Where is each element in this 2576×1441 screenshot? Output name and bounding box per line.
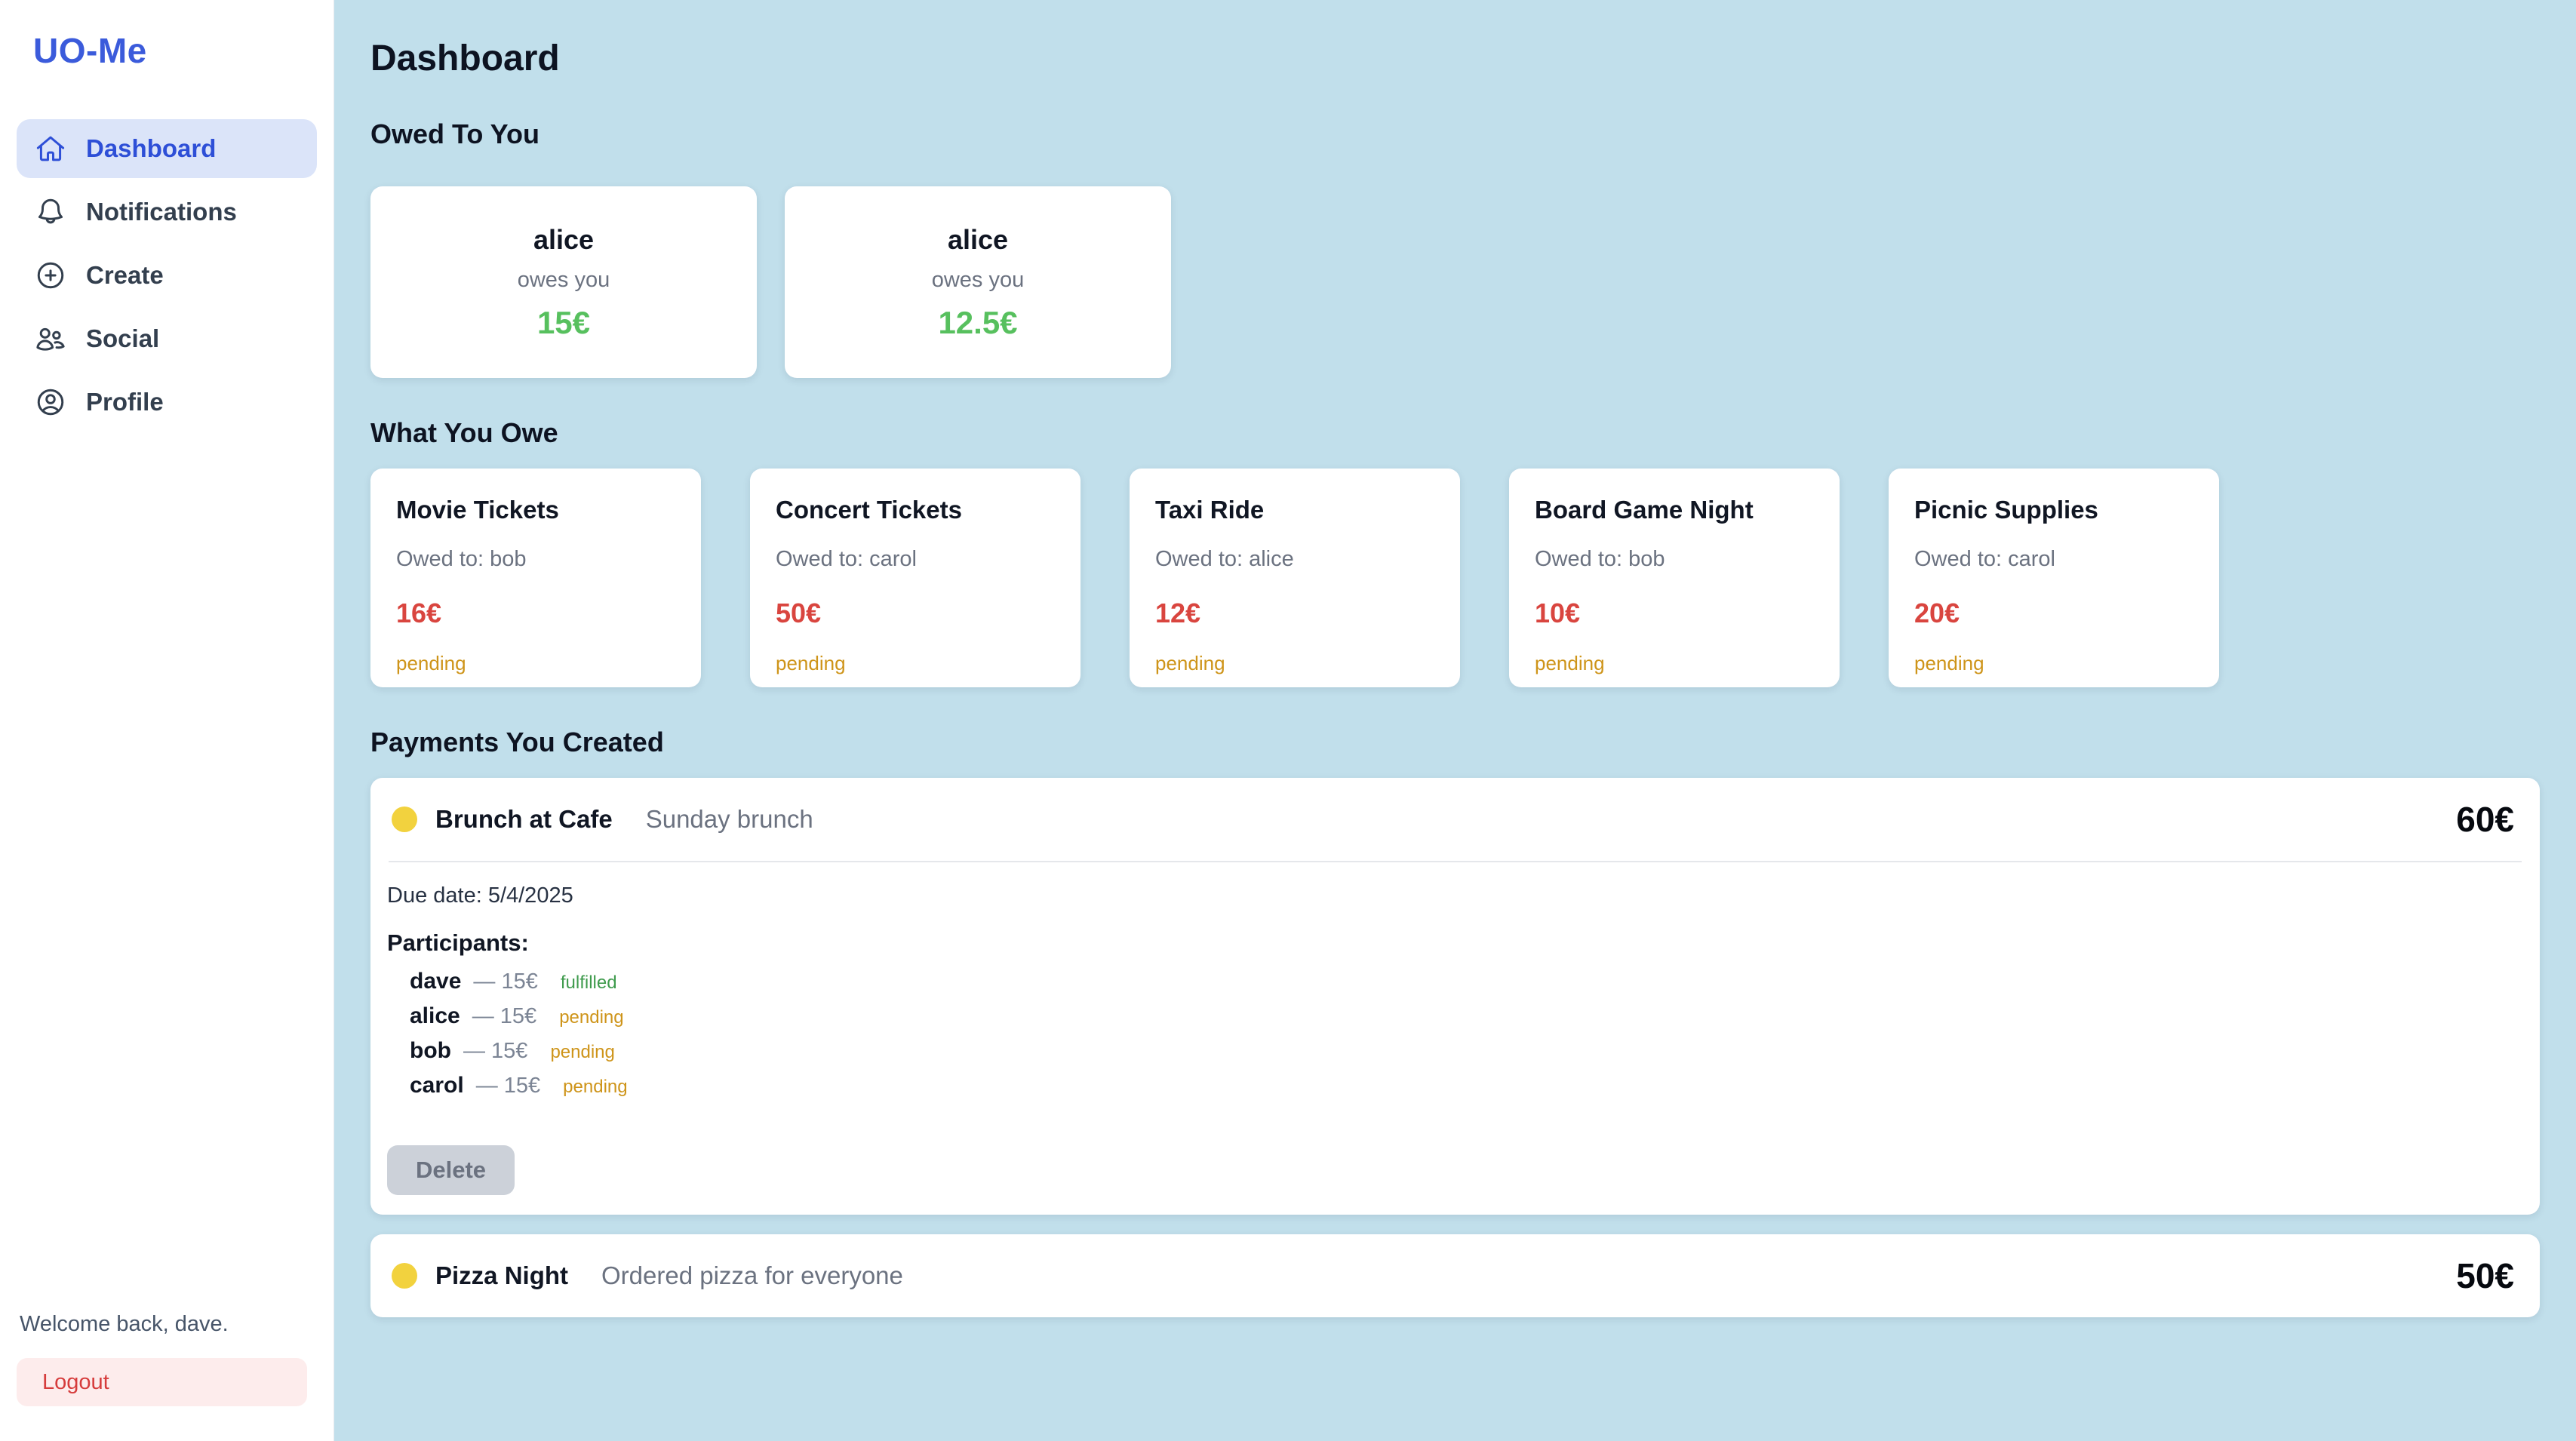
divider [389,861,2522,862]
credit-card: alice owes you 15€ [370,186,757,378]
users-icon [35,323,66,355]
app-logo: UO-Me [33,31,147,70]
credit-card: alice owes you 12.5€ [785,186,1171,378]
payment-amount: 60€ [2456,800,2514,839]
owe-amount: 10€ [1535,598,1581,628]
participant-row: bob — 15€ pending [410,1038,2522,1064]
sidebar-item-notifications[interactable]: Notifications [17,183,317,241]
sidebar-footer: Welcome back, dave. Logout [17,1312,317,1406]
participant-share: — 15€ [463,1039,528,1063]
sidebar-item-dashboard[interactable]: Dashboard [17,119,317,178]
sidebar: UO-Me Dashboard Notifications Create Soc… [0,0,334,1441]
payment-description: Sunday brunch [645,805,813,833]
sidebar-nav: Dashboard Notifications Create Social Pr… [17,119,317,432]
owe-amount: 50€ [776,598,822,628]
sidebar-item-label: Profile [86,388,164,416]
participant-row: alice — 15€ pending [410,1003,2522,1029]
delete-button[interactable]: Delete [387,1145,515,1195]
payment-title: Brunch at Cafe [435,805,613,833]
participant-share: — 15€ [475,1074,541,1098]
home-icon [35,133,66,164]
owe-card: Picnic Supplies Owed to: carol 20€ pendi… [1889,469,2219,687]
debtor-name: alice [947,223,1009,255]
sidebar-item-label: Create [86,261,164,289]
payment-amount: 50€ [2456,1256,2514,1295]
yellow-dot-icon [392,1263,417,1289]
owes-you-label: owes you [517,267,610,292]
owed-to-label: Owed to: carol [1914,547,2055,571]
owed-to-you-row: alice owes you 15€ alice owes you 12.5€ [370,186,2540,378]
sidebar-item-create[interactable]: Create [17,246,317,305]
sidebar-item-profile[interactable]: Profile [17,373,317,432]
payment-card-brunch: Brunch at Cafe Sunday brunch 60€ Due dat… [370,778,2540,1215]
sidebar-item-label: Social [86,324,160,352]
section-heading-what-you-owe: What You Owe [370,417,558,448]
owed-to-label: Owed to: bob [1535,547,1665,571]
payment-title: Pizza Night [435,1261,569,1289]
participant-name: bob [410,1038,451,1063]
participant-share: — 15€ [472,1004,537,1028]
plus-circle-icon [35,260,66,291]
payment-description: Ordered pizza for everyone [601,1261,903,1289]
user-circle-icon [35,386,66,418]
section-heading-payments-created: Payments You Created [370,727,664,757]
welcome-text: Welcome back, dave. [20,1312,229,1336]
participant-status: pending [563,1077,628,1097]
sidebar-item-label: Notifications [86,198,237,226]
participant-name: dave [410,969,462,994]
section-heading-owed-to-you: Owed To You [370,118,539,149]
owe-amount: 20€ [1914,598,1960,628]
participant-status: fulfilled [560,972,617,993]
owed-to-label: Owed to: alice [1155,547,1294,571]
participant-status: pending [559,1007,624,1028]
expense-title: Board Game Night [1535,496,1754,524]
owed-to-label: Owed to: carol [776,547,917,571]
due-date: Due date: 5/4/2025 [387,883,573,908]
credit-amount: 12.5€ [938,304,1018,340]
status-badge: pending [776,652,846,674]
what-you-owe-row: Movie Tickets Owed to: bob 16€ pending C… [370,469,2540,687]
expense-title: Picnic Supplies [1914,496,2098,524]
owe-amount: 16€ [396,598,442,628]
owe-card: Concert Tickets Owed to: carol 50€ pendi… [750,469,1081,687]
owes-you-label: owes you [931,267,1025,292]
participant-name: carol [410,1073,464,1098]
status-badge: pending [1914,652,1984,674]
expense-title: Taxi Ride [1155,496,1265,524]
participants-list: dave — 15€ fulfilled alice — 15€ pending… [387,969,2522,1098]
participant-row: carol — 15€ pending [410,1073,2522,1098]
status-badge: pending [1535,652,1605,674]
participants-label: Participants: [387,929,529,956]
payment-card-pizza: Pizza Night Ordered pizza for everyone 5… [370,1234,2540,1317]
status-badge: pending [1155,652,1225,674]
payment-header[interactable]: Brunch at Cafe Sunday brunch 60€ [370,778,2540,861]
expense-title: Concert Tickets [776,496,962,524]
participant-status: pending [550,1042,615,1062]
debtor-name: alice [533,223,595,255]
main-content: Dashboard Owed To You alice owes you 15€… [334,0,2576,1441]
page-title: Dashboard [370,38,560,78]
participant-name: alice [410,1003,460,1028]
payment-header[interactable]: Pizza Night Ordered pizza for everyone 5… [370,1234,2540,1317]
sidebar-item-social[interactable]: Social [17,309,317,368]
status-badge: pending [396,652,466,674]
owe-card: Board Game Night Owed to: bob 10€ pendin… [1509,469,1840,687]
owe-card: Movie Tickets Owed to: bob 16€ pending [370,469,701,687]
participant-share: — 15€ [473,969,538,994]
sidebar-item-label: Dashboard [86,134,217,162]
owe-card: Taxi Ride Owed to: alice 12€ pending [1130,469,1460,687]
logout-button[interactable]: Logout [17,1358,307,1406]
owe-amount: 12€ [1155,598,1201,628]
bell-icon [35,196,66,228]
owed-to-label: Owed to: bob [396,547,527,571]
yellow-dot-icon [392,807,417,832]
credit-amount: 15€ [536,304,591,340]
participant-row: dave — 15€ fulfilled [410,969,2522,994]
payment-details: Due date: 5/4/2025 Participants: dave — … [370,862,2540,1215]
expense-title: Movie Tickets [396,496,559,524]
